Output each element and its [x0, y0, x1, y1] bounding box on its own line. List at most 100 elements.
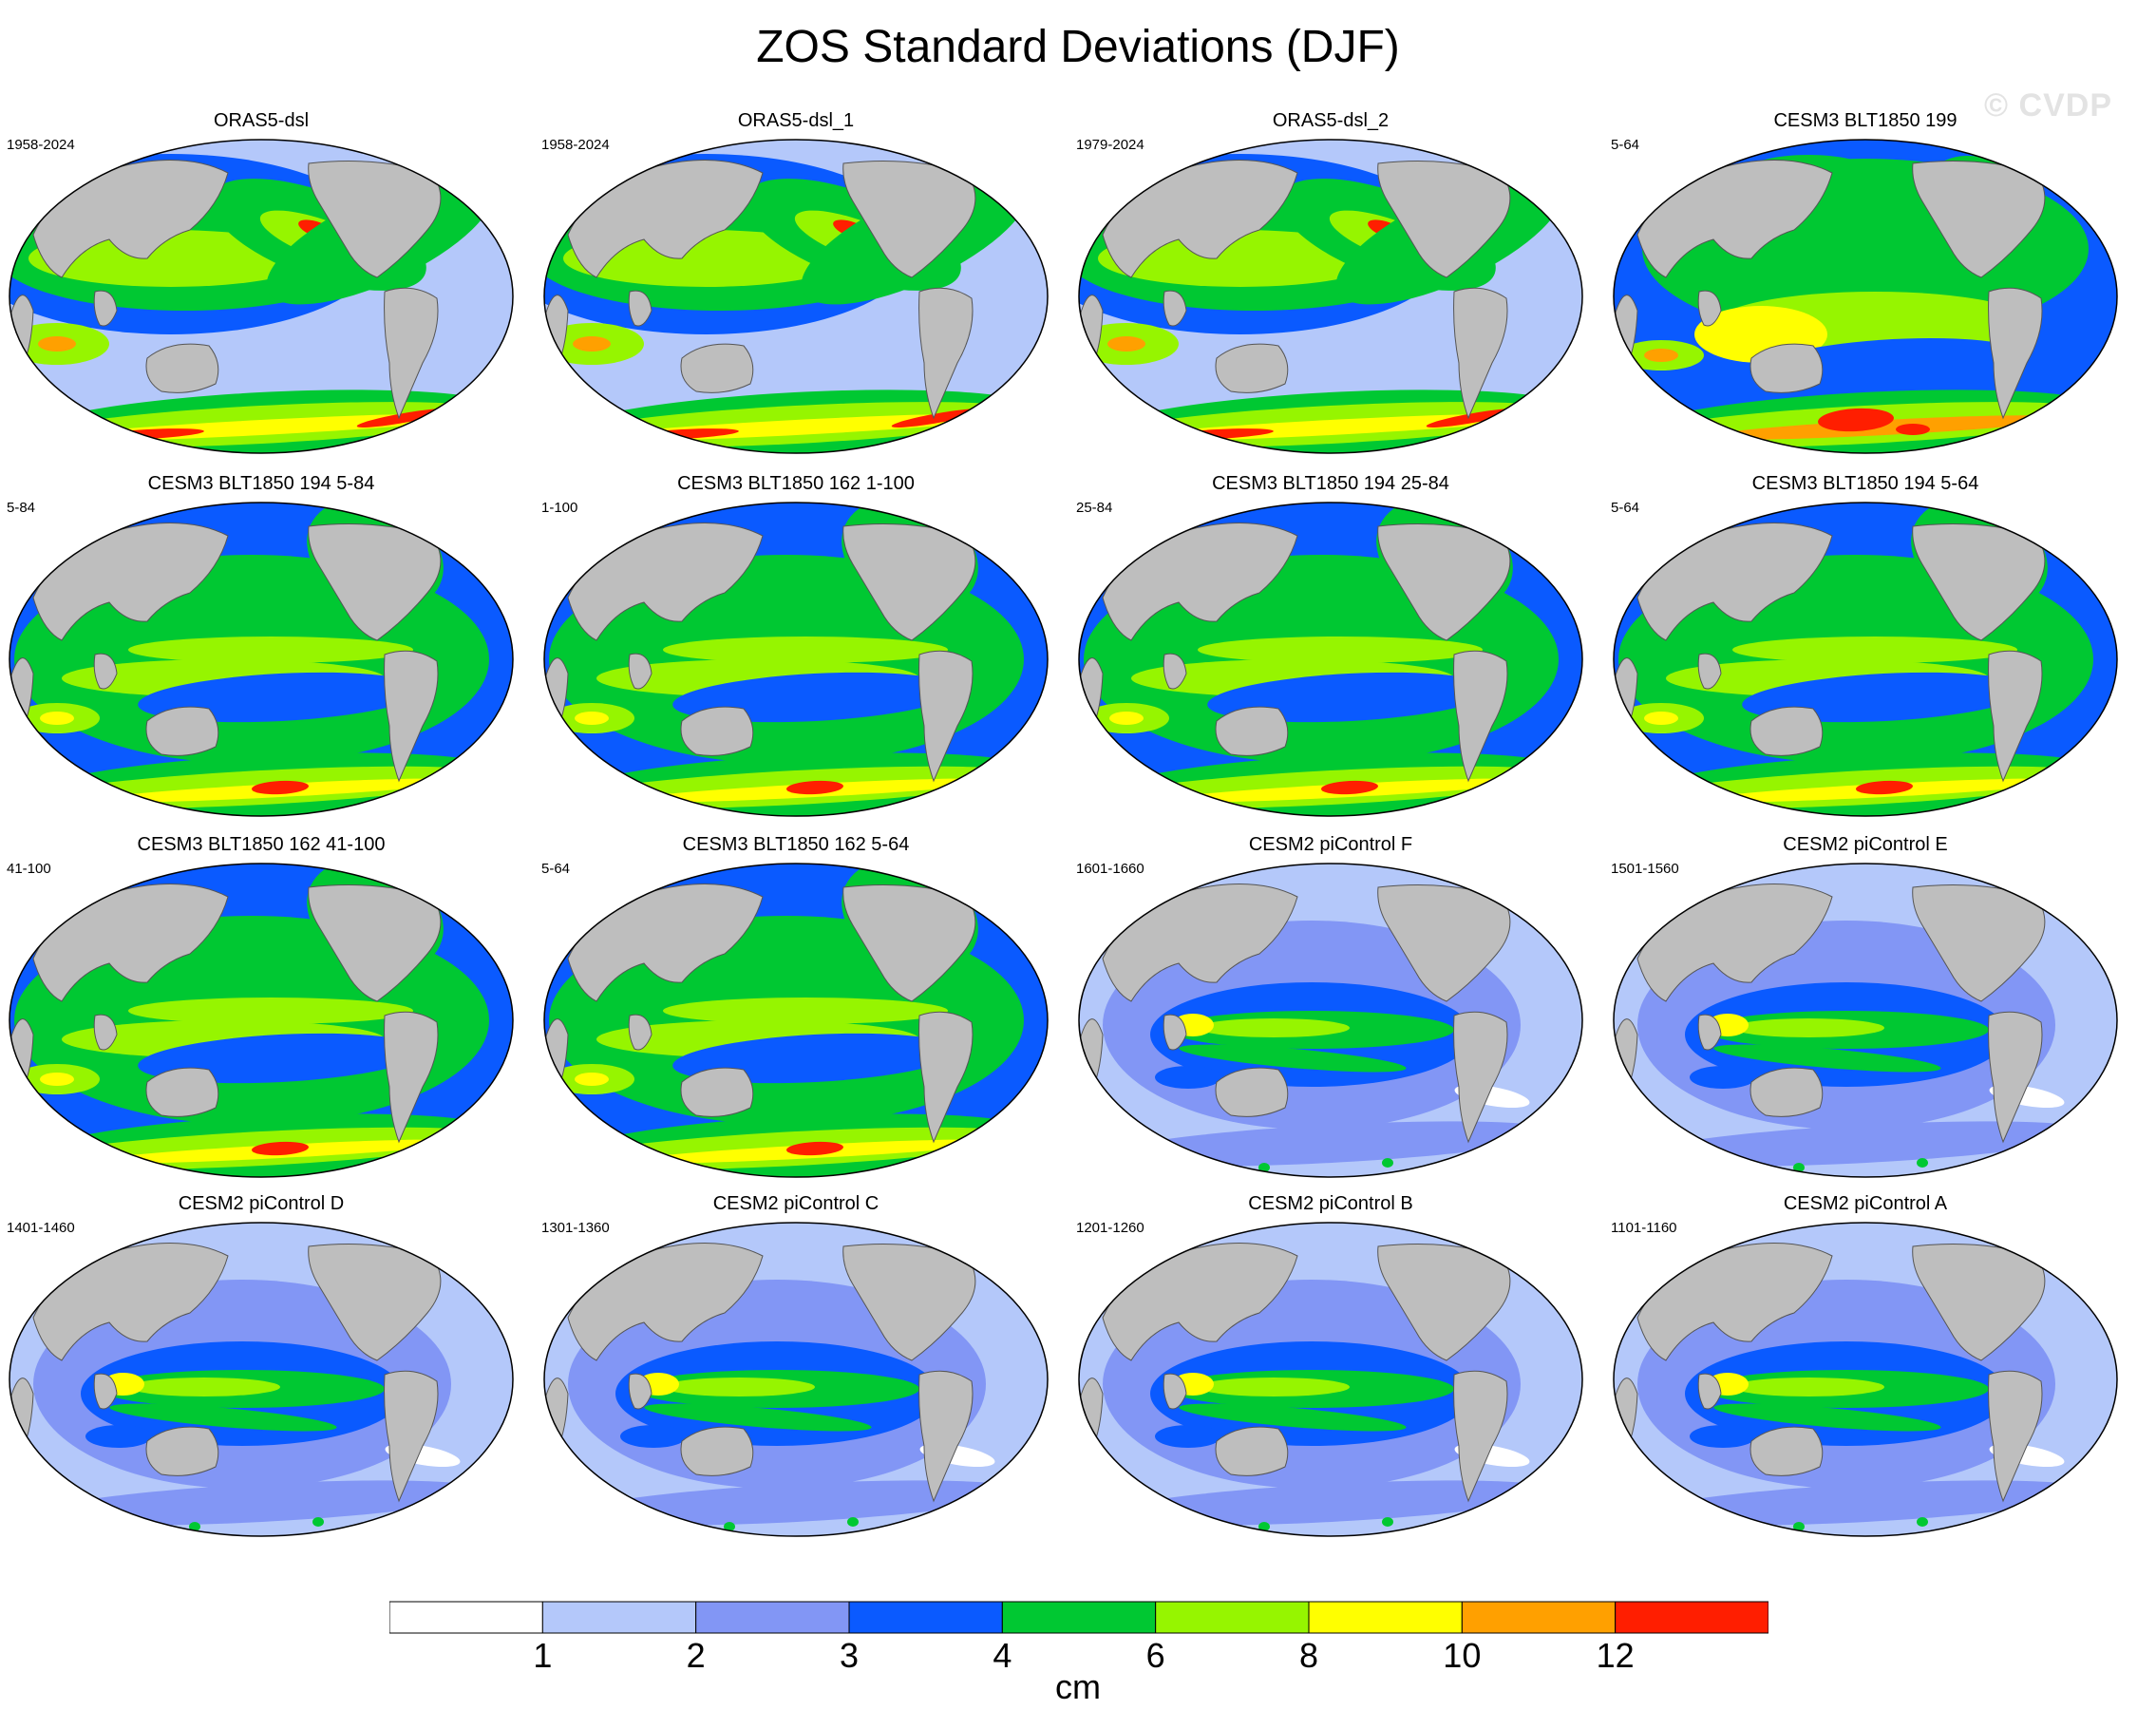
map-outline	[1613, 1222, 2118, 1537]
variability-region	[724, 1522, 735, 1531]
land-mass	[1988, 650, 2043, 783]
variability-region	[575, 1073, 609, 1086]
panel-years: 5-64	[1611, 137, 1640, 153]
variability-region	[1690, 1425, 1756, 1448]
variability-region	[1098, 230, 1383, 287]
colorbar-tick-label: 12	[1596, 1636, 1635, 1675]
colorbar-swatch	[1001, 1601, 1157, 1634]
land-mass	[628, 1014, 652, 1051]
land-mass	[918, 650, 974, 783]
panel-title: CESM2 piControl F	[1248, 834, 1413, 855]
panel-title: CESM3 BLT1850 194 25-84	[1212, 473, 1449, 494]
land-mass	[567, 522, 764, 641]
land-mass	[9, 1378, 34, 1457]
panel-years: 1101-1160	[1611, 1220, 1677, 1236]
map-plot	[1613, 1222, 2118, 1537]
variability-region	[663, 1378, 815, 1396]
land-mass	[145, 706, 219, 756]
variability-region	[563, 230, 848, 287]
map-panel: CESM2 piControl F 1601-1660	[1074, 834, 1587, 1211]
land-mass	[9, 1018, 34, 1098]
land-mass	[1079, 1378, 1104, 1457]
colorbar-swatch	[1308, 1601, 1463, 1634]
panel-years: 1-100	[541, 500, 578, 516]
map-plot	[1078, 502, 1583, 817]
land-mass	[32, 884, 229, 1002]
colorbar-tick-label: 10	[1443, 1636, 1482, 1675]
land-mass	[1614, 657, 1638, 737]
land-mass	[1636, 884, 1833, 1002]
land-mass	[628, 1373, 652, 1410]
variability-region	[1793, 1163, 1805, 1172]
panel-title: CESM3 BLT1850 199	[1773, 110, 1957, 131]
variability-region	[128, 998, 413, 1024]
variability-region	[1637, 1480, 2093, 1526]
map-plot	[9, 863, 514, 1178]
land-mass	[1215, 1067, 1289, 1117]
land-mass	[1697, 653, 1722, 690]
variability-region	[1896, 424, 1930, 435]
land-mass	[1988, 287, 2043, 420]
variability-region	[620, 1425, 687, 1448]
land-mass	[1163, 1014, 1187, 1051]
variability-region	[1690, 786, 1718, 795]
variability-region	[40, 712, 74, 725]
colorbar-swatch	[541, 1601, 697, 1634]
colorbar-units: cm	[1055, 1667, 1101, 1706]
land-mass	[93, 1014, 118, 1051]
variability-region	[1917, 1517, 1928, 1527]
colorbar-swatch	[848, 1601, 1003, 1634]
map-plot	[543, 1222, 1049, 1537]
variability-region	[1107, 336, 1145, 352]
land-mass	[680, 1067, 754, 1117]
land-mass	[628, 290, 652, 327]
colorbar-swatch	[389, 1601, 543, 1634]
map-plot	[1078, 139, 1583, 454]
map-plot	[1078, 863, 1583, 1178]
panel-title: CESM3 BLT1850 162 41-100	[137, 834, 386, 855]
variability-region	[252, 1141, 309, 1156]
variability-region	[663, 636, 948, 663]
panel-years: 1601-1660	[1076, 861, 1144, 877]
variability-region	[1793, 1522, 1805, 1531]
land-mass	[680, 343, 754, 393]
variability-region	[1704, 415, 2065, 440]
panel-title: CESM2 piControl D	[178, 1193, 345, 1214]
map-plot	[9, 1222, 514, 1537]
colorbar-swatch	[1615, 1601, 1768, 1634]
panel-years: 25-84	[1076, 500, 1113, 516]
variability-region	[1818, 408, 1894, 432]
panel-title: CESM3 BLT1850 194 5-84	[147, 473, 375, 494]
panel-years: 1401-1460	[7, 1220, 75, 1236]
variability-region	[1198, 1378, 1350, 1396]
land-mass	[1079, 1018, 1104, 1098]
panel-title: CESM2 piControl E	[1783, 834, 1948, 855]
land-mass	[1988, 1011, 2043, 1144]
variability-region	[1198, 636, 1483, 663]
land-mass	[680, 706, 754, 756]
panel-years: 5-64	[1611, 500, 1640, 516]
panel-years: 1301-1360	[541, 1220, 610, 1236]
variability-region	[40, 1073, 74, 1086]
land-mass	[93, 1373, 118, 1410]
variability-region	[1321, 780, 1378, 795]
land-mass	[1163, 653, 1187, 690]
map-outline	[1613, 139, 2118, 454]
variability-region	[1644, 712, 1678, 725]
map-outline	[543, 139, 1049, 454]
land-mass	[1636, 160, 1833, 278]
map-outline	[1078, 502, 1583, 817]
panel-years: 1958-2024	[7, 137, 75, 153]
map-panel: CESM3 BLT1850 194 25-84 25-84	[1074, 473, 1587, 850]
variability-region	[85, 786, 114, 795]
map-plot	[9, 502, 514, 817]
map-panel: CESM2 piControl E 1501-1560	[1609, 834, 2122, 1211]
variability-region	[1690, 1066, 1756, 1089]
land-mass	[1988, 1370, 2043, 1503]
colorbar-tick-label: 6	[1145, 1636, 1165, 1675]
land-mass	[384, 1011, 439, 1144]
variability-region	[1713, 1044, 1941, 1073]
variability-region	[1382, 1517, 1393, 1527]
map-panel: CESM3 BLT1850 162 5-64 5-64	[539, 834, 1052, 1211]
variability-region	[128, 636, 413, 663]
